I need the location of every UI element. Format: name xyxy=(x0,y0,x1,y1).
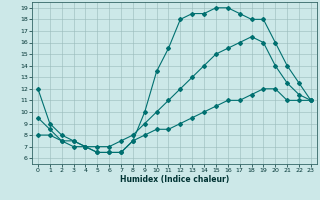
X-axis label: Humidex (Indice chaleur): Humidex (Indice chaleur) xyxy=(120,175,229,184)
